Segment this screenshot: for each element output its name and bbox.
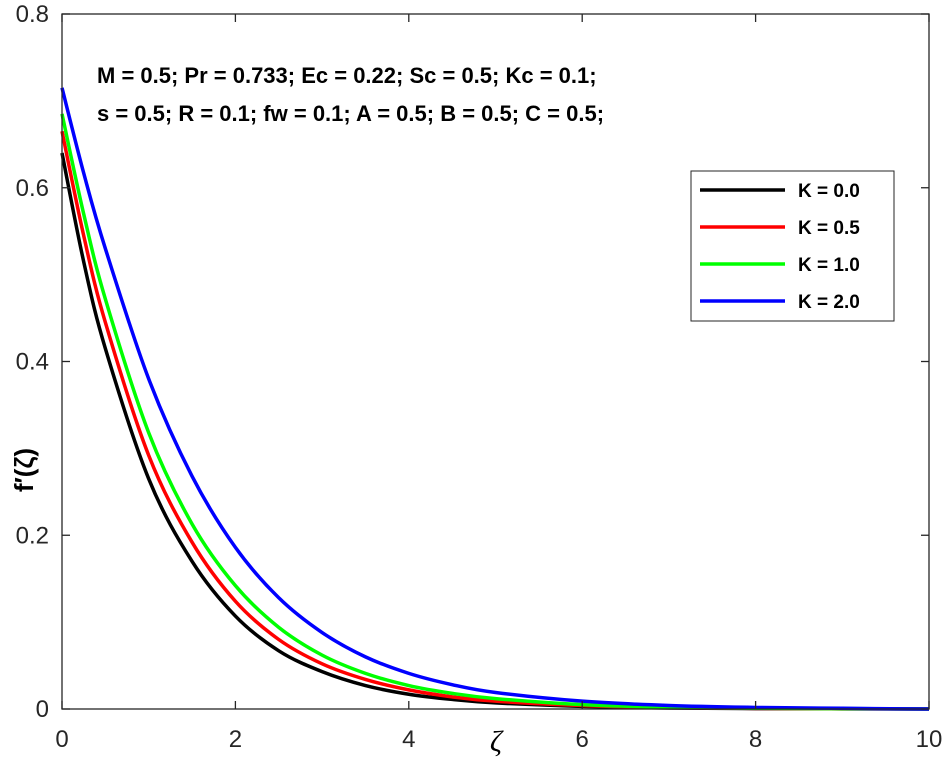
x-axis-label: ζ — [490, 725, 504, 758]
x-tick-label: 8 — [749, 726, 762, 753]
y-tick-label: 0 — [36, 696, 49, 723]
y-tick-label: 0.8 — [16, 1, 49, 28]
y-axis-label: f′(ζ) — [9, 448, 39, 492]
x-tick-label: 2 — [229, 726, 242, 753]
series-layer — [60, 87, 930, 711]
legend-box — [690, 170, 895, 322]
annotation-line-2: s = 0.5; R = 0.1; fw = 0.1; A = 0.5; B =… — [97, 101, 604, 126]
x-tick-label: 10 — [916, 726, 943, 753]
y-tick-label: 0.2 — [16, 522, 49, 549]
y-tick-label: 0.4 — [16, 349, 49, 376]
plot-area — [62, 14, 929, 709]
ticks-layer: 0 2 4 6 8 10 0 0.2 0.4 0.6 0.8 — [16, 1, 943, 753]
y-tick-label: 0.6 — [16, 175, 49, 202]
legend: K = 0.0 K = 0.5 K = 1.0 K = 2.0 — [690, 170, 895, 322]
legend-label-3: K = 2.0 — [798, 292, 860, 313]
series-line-3 — [60, 87, 930, 711]
x-tick-label: 6 — [576, 726, 589, 753]
annotation-line-1: M = 0.5; Pr = 0.733; Ec = 0.22; Sc = 0.5… — [97, 63, 597, 88]
legend-label-0: K = 0.0 — [798, 181, 860, 202]
legend-label-1: K = 0.5 — [798, 218, 860, 239]
x-tick-label: 0 — [55, 726, 68, 753]
legend-label-2: K = 1.0 — [798, 255, 860, 276]
x-tick-label: 4 — [402, 726, 415, 753]
legend-items: K = 0.0 K = 0.5 K = 1.0 K = 2.0 — [700, 181, 860, 313]
